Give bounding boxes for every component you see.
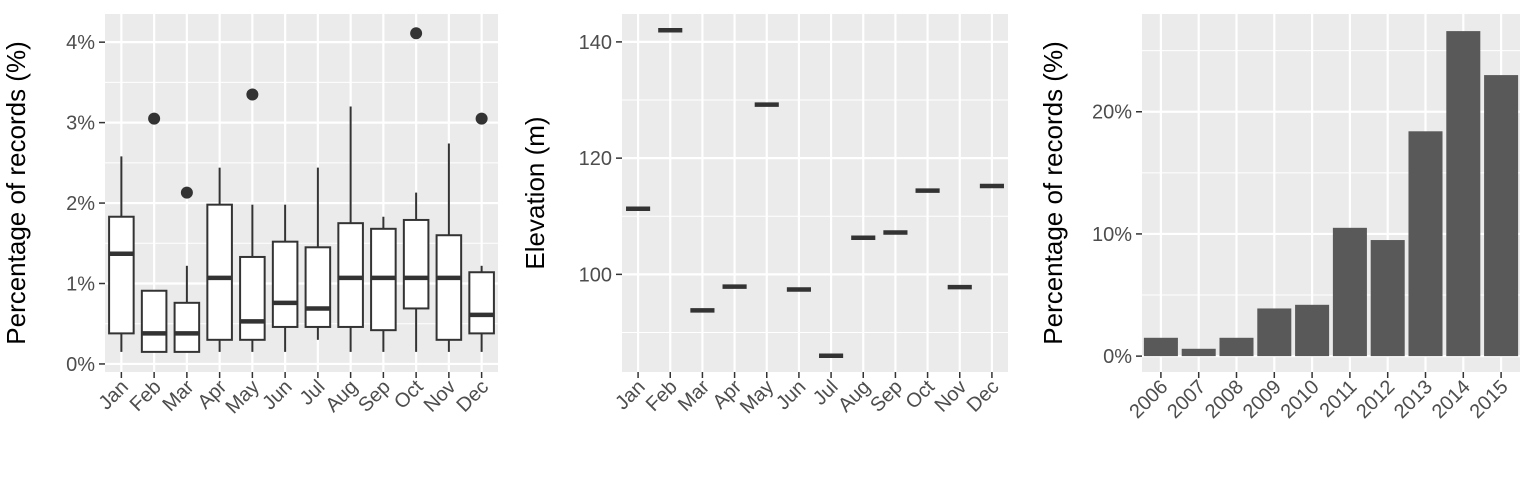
bar: [1295, 304, 1330, 357]
y-axis-title: Elevation (m): [520, 116, 550, 269]
box: [239, 255, 266, 341]
x-tick-label: Jun: [258, 376, 296, 414]
y-axis-title: Percentage of records (%): [1038, 41, 1068, 344]
panel-background: [105, 14, 498, 372]
x-tick-label: Feb: [126, 376, 166, 416]
chart-panel-3: 0% 10% 20% 20062007200820092010201120122013…: [1038, 14, 1520, 423]
y-tick-label: 4%: [66, 32, 95, 54]
outlier-point: [410, 27, 423, 40]
box: [402, 218, 430, 310]
outlier-point: [475, 112, 488, 125]
outlier-point: [246, 88, 259, 101]
x-tick-label: Sep: [354, 376, 395, 417]
bar: [1257, 308, 1292, 357]
y-tick-label: 2%: [66, 193, 95, 215]
x-tick-label: Aug: [834, 376, 875, 417]
y-tick-label: 140: [579, 32, 612, 54]
x-tick-label: 2010: [1277, 376, 1324, 423]
box: [337, 222, 364, 328]
bar: [1446, 31, 1481, 357]
y-axis-title: Percentage of records (%): [1, 41, 31, 344]
y-tick-label: 1%: [66, 274, 95, 296]
box: [173, 301, 201, 353]
box: [304, 246, 332, 328]
y-tick-label: 3%: [66, 113, 95, 135]
x-tick-label: Jun: [772, 376, 810, 414]
bar: [1181, 348, 1216, 357]
x-tick-label: 2008: [1201, 376, 1248, 423]
x-tick-label: 2009: [1239, 376, 1286, 423]
x-tick-label: Mar: [674, 376, 714, 416]
bar: [1408, 131, 1443, 357]
box: [108, 215, 135, 335]
x-tick-label: Jan: [611, 376, 649, 414]
x-tick-label: Dec: [452, 376, 493, 417]
x-tick-label: Mar: [158, 376, 198, 416]
x-tick-label: 2006: [1125, 376, 1172, 423]
box: [435, 234, 463, 341]
x-tick-label: 2012: [1352, 376, 1399, 423]
x-tick-label: Dec: [963, 376, 1004, 417]
x-tick-label: Oct: [902, 376, 940, 414]
outlier-point: [148, 112, 161, 125]
x-tick-label: 2011: [1315, 376, 1361, 422]
outlier-point: [180, 186, 193, 199]
x-tick-label: May: [222, 376, 264, 418]
x-tick-label: 2007: [1163, 376, 1210, 423]
bar: [1484, 75, 1519, 357]
chart-panel-2: 100120140JanFebMarAprMayJunJulAugSepOctN…: [520, 14, 1008, 418]
x-tick-label: Nov: [931, 376, 972, 417]
x-tick-label: Jan: [95, 376, 133, 414]
x-tick-label: 2014: [1428, 376, 1475, 423]
x-tick-label: Sep: [866, 376, 907, 417]
y-tick-label: 10%: [1092, 224, 1132, 246]
panel-background: [622, 14, 1008, 372]
x-tick-label: 2013: [1390, 376, 1437, 423]
bar: [1332, 227, 1367, 357]
x-tick-label: Nov: [420, 376, 461, 417]
box: [206, 203, 233, 341]
y-tick-label: 0%: [1103, 346, 1132, 368]
x-tick-label: Aug: [321, 376, 362, 417]
y-tick-label: 120: [579, 148, 612, 170]
bar: [1143, 337, 1178, 357]
x-tick-label: 2015: [1466, 376, 1513, 423]
y-tick-label: 0%: [66, 354, 95, 376]
y-tick-label: 100: [579, 264, 612, 286]
box: [140, 289, 168, 353]
box: [271, 240, 299, 328]
bar: [1219, 337, 1254, 357]
x-tick-label: Oct: [390, 376, 428, 414]
box: [468, 271, 495, 335]
bar: [1370, 240, 1405, 357]
x-tick-label: Feb: [642, 376, 682, 416]
x-tick-label: May: [736, 376, 778, 418]
y-tick-label: 20%: [1092, 102, 1132, 124]
